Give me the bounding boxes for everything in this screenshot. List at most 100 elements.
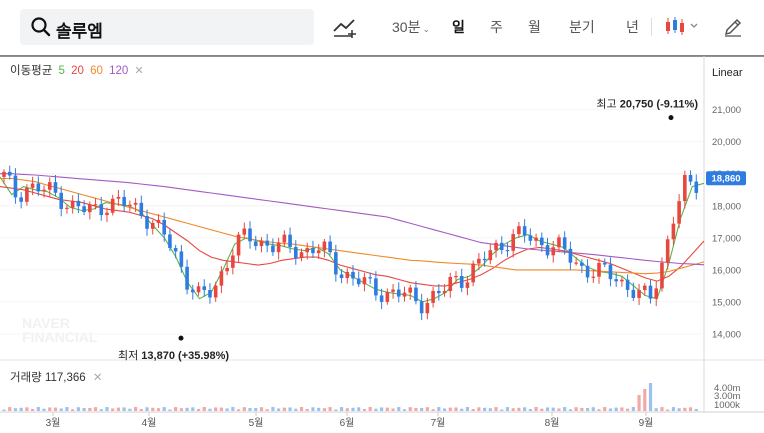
- volume-bar: [145, 407, 149, 411]
- candle-body: [471, 263, 475, 283]
- volume-bar: [608, 408, 613, 411]
- volume-bar: [357, 407, 361, 411]
- candle-body: [437, 290, 441, 294]
- candle-body: [414, 287, 418, 302]
- ma-60-line: [0, 177, 705, 275]
- volume-bar: [460, 408, 464, 411]
- volume-bar: [19, 407, 23, 411]
- price-tick-label: 16,000: [712, 265, 741, 276]
- candle-body: [168, 234, 172, 249]
- volume-bar: [603, 407, 607, 411]
- candle-body: [276, 242, 281, 253]
- period-week[interactable]: 주: [490, 19, 503, 35]
- candle-body: [648, 285, 653, 299]
- candle-body: [145, 216, 149, 229]
- volume-bar: [654, 408, 658, 411]
- candle-body: [557, 237, 561, 248]
- candle-body: [236, 234, 241, 256]
- price-tick-label: 18,000: [712, 201, 741, 212]
- candle-body: [614, 279, 618, 282]
- candle-body: [391, 289, 395, 292]
- pencil-icon[interactable]: [722, 16, 744, 38]
- candle-body: [625, 279, 630, 290]
- candle-body: [631, 289, 636, 298]
- volume-bar: [500, 409, 504, 411]
- candle-body: [642, 285, 647, 291]
- candle-body: [534, 237, 538, 241]
- candle-body: [568, 248, 573, 263]
- candle-body: [47, 182, 52, 190]
- candle-body: [271, 245, 275, 253]
- period-year[interactable]: 년: [626, 19, 639, 35]
- volume-bar: [694, 408, 698, 411]
- candle-body: [219, 271, 224, 286]
- high-annotation-label: 최고: [596, 98, 619, 111]
- candle-body: [288, 234, 292, 247]
- candle-body: [431, 290, 435, 303]
- stock-search-box[interactable]: 솔루엠: [20, 9, 314, 45]
- current-price-tag: 18,860: [706, 171, 746, 186]
- moving-average-legend: 이동평균 5 20 60 120 ✕: [10, 62, 147, 78]
- candle-body: [19, 197, 23, 202]
- volume-bar: [231, 407, 235, 411]
- volume-bar: [505, 407, 510, 411]
- volume-bar: [65, 407, 69, 411]
- volume-bar: [242, 407, 246, 411]
- volume-value: 117,366: [44, 372, 86, 384]
- ma-close-icon[interactable]: ✕: [134, 65, 144, 77]
- candle-body: [442, 291, 447, 294]
- volume-bar: [8, 407, 12, 411]
- candle-body: [70, 200, 75, 208]
- volume-bar: [116, 407, 121, 411]
- candle-body: [459, 276, 464, 288]
- ma-120-label: 120: [109, 65, 129, 77]
- candlestick-type-icon[interactable]: [664, 16, 700, 36]
- volume-bar: [648, 383, 653, 411]
- volume-bar: [448, 407, 452, 411]
- volume-bar: [179, 408, 183, 411]
- candle-body: [654, 288, 659, 299]
- candle-body: [7, 171, 12, 176]
- date-tick-label: 9월: [639, 417, 654, 429]
- date-tick-label: 4월: [142, 417, 157, 429]
- volume-bar: [236, 409, 241, 411]
- candle-body: [128, 204, 132, 207]
- candle-body: [242, 228, 247, 235]
- volume-bar: [339, 407, 344, 411]
- candle-body: [265, 240, 269, 246]
- volume-bar: [523, 407, 527, 411]
- low-annotation-label: 최저: [118, 349, 141, 362]
- candle-body: [122, 196, 126, 207]
- volume-bar: [431, 409, 435, 411]
- candle-body: [562, 237, 567, 249]
- candle-body: [110, 198, 115, 213]
- candle-body: [482, 258, 487, 261]
- candle-body: [213, 285, 218, 298]
- search-query[interactable]: 솔루엠: [56, 22, 103, 41]
- candle-body: [293, 246, 298, 258]
- period-month[interactable]: 월: [528, 19, 541, 35]
- volume-bar: [631, 407, 635, 411]
- high-annotation-value: 20,750 (-9.11%): [620, 99, 699, 111]
- ma-20-label: 20: [71, 65, 84, 77]
- volume-bar: [48, 407, 52, 411]
- candle-body: [76, 200, 81, 207]
- volume-bar: [637, 395, 641, 411]
- volume-bar: [454, 407, 458, 411]
- volume-bar: [168, 409, 172, 411]
- volume-bar: [25, 407, 29, 411]
- period-30min[interactable]: 30분 ⌄: [392, 19, 430, 35]
- candle-body: [93, 204, 98, 206]
- volume-close-icon[interactable]: ✕: [92, 372, 103, 384]
- trendline-add-icon[interactable]: [332, 15, 358, 39]
- period-quarter[interactable]: 분기: [569, 19, 595, 35]
- scale-mode-button[interactable]: Linear: [712, 67, 743, 79]
- volume-tick-label: 1000k: [714, 400, 740, 411]
- candle-body: [545, 245, 550, 256]
- candle-body: [356, 278, 361, 285]
- period-day[interactable]: 일: [452, 19, 465, 35]
- price-axis: 14,00015,00016,00017,00018,00019,00020,0…: [712, 105, 741, 340]
- chevron-down-icon: ⌄: [422, 24, 430, 34]
- volume-bar: [191, 407, 195, 411]
